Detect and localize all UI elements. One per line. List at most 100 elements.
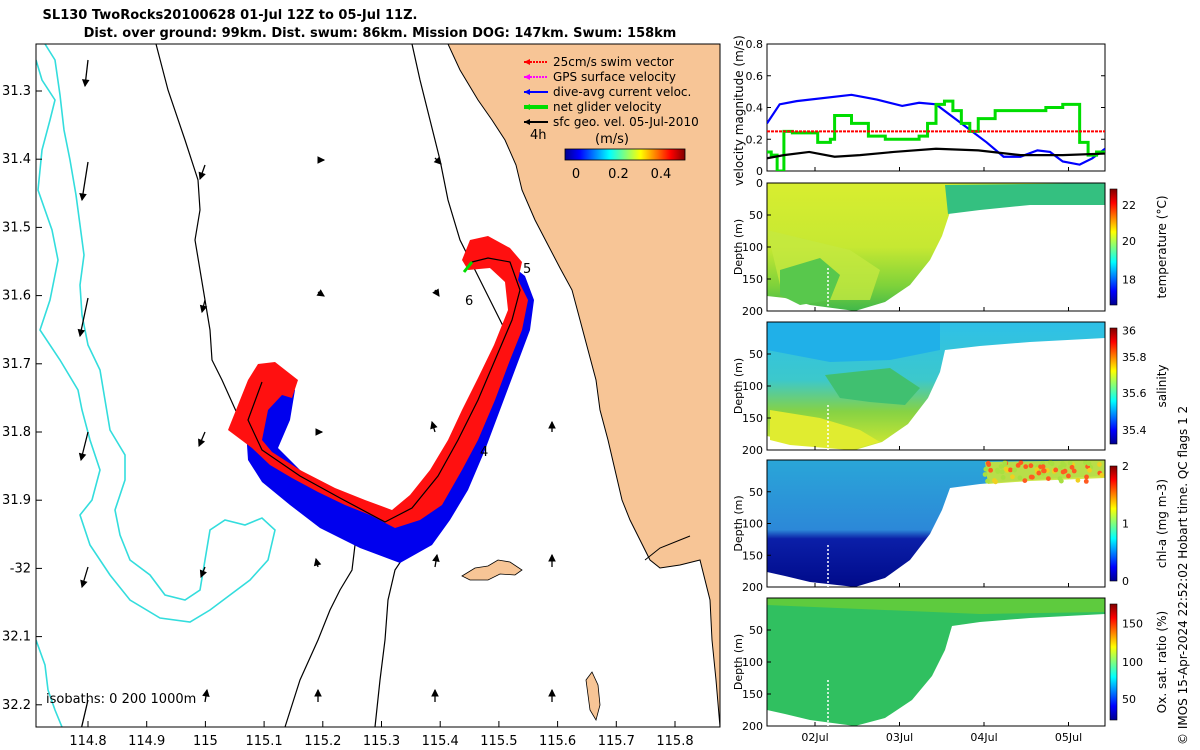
variable-colorbar (1109, 603, 1118, 721)
chla-sample-dot (1034, 467, 1040, 472)
geo-velocity-arrowhead (316, 289, 325, 297)
geo-velocity-arrow (80, 699, 89, 727)
map-xtick-label: 115 (193, 734, 218, 749)
legend-arrowhead (524, 89, 530, 95)
map-xtick-label: 115.4 (422, 734, 459, 749)
map-ytick-label: 31.4 (2, 152, 31, 167)
depth-axis-label: Depth (m) (732, 358, 745, 414)
series-line (767, 147, 1105, 160)
map-xtick-label: 115.5 (480, 734, 517, 749)
depth-tick-label: 150 (742, 273, 763, 286)
depth-tick-label: 200 (742, 720, 763, 733)
chla-sample-dot (1053, 467, 1059, 473)
geo-velocity-arrowhead (432, 288, 440, 297)
geo-velocity-arrowhead (314, 688, 322, 697)
map-xtick-label: 115.7 (598, 734, 635, 749)
chla-sample-dot (998, 464, 1004, 469)
chla-sample-dot (1067, 460, 1073, 466)
geo-velocity-arrowhead (80, 579, 88, 589)
legend-arrowhead (524, 119, 530, 125)
colorbar-tick-label: 0 (1122, 575, 1129, 588)
geo-velocity-arrowhead (430, 420, 438, 430)
oxygen-panel (766, 597, 1106, 727)
variable-colorbar (1109, 327, 1118, 445)
chla-sample-dot (993, 479, 998, 485)
chla-field (767, 460, 1105, 587)
isobath-near-shore (644, 535, 691, 561)
chla-sample-dot (1003, 466, 1009, 472)
velocity-ylabel: velocity magnitude (m/s) (732, 35, 746, 186)
geo-velocity-arrowhead (198, 171, 206, 181)
glider-start-marker (462, 261, 474, 273)
geo-velocity-arrowhead (81, 79, 90, 88)
velocity-panel: 0 0.2 0.4 0.6 0.8 (746, 38, 1106, 178)
colorbar-label: Ox. sat. ratio (%) (1155, 611, 1169, 713)
chla-sample-dot (1036, 470, 1042, 476)
geo-velocity-arrowhead (198, 438, 206, 448)
geo-velocity-arrowhead (431, 688, 439, 697)
salinity-panel (766, 321, 1106, 451)
colorbar-tick-label: 100 (1122, 656, 1143, 669)
chla-sample-dot (1066, 473, 1071, 479)
depth-tick-label: 50 (749, 348, 763, 361)
colorbar-label: salinity (1155, 364, 1169, 407)
depth-tick-label: 200 (742, 305, 763, 318)
chla-sample-dot (994, 467, 1000, 473)
map-ytick-label: 32.1 (2, 630, 31, 645)
chla-sample-dot (1058, 464, 1063, 470)
depth-tick-label: 100 (742, 380, 763, 393)
glider-track-map: 4 5 6 4h isobaths: 0 200 1000m 114.8 114.… (2, 43, 721, 749)
chla-sample-dot (1023, 464, 1029, 470)
colorbar-tick-label: 36 (1122, 324, 1136, 337)
map-xtick-label: 115.1 (245, 734, 282, 749)
salinity-mid-green (825, 368, 920, 405)
chla-sample-dot (1083, 460, 1088, 465)
chla-panel (766, 459, 1106, 588)
time-mark-4h: 4h (530, 128, 547, 143)
day-label-5: 5 (523, 262, 531, 277)
geo-velocity-arrowhead (432, 553, 440, 563)
cyan-contour-lower (36, 639, 63, 727)
colorbar-tick-label: 2 (1122, 460, 1129, 473)
colorbar-unit: (m/s) (595, 132, 629, 147)
map-ytick-label: 31.7 (2, 357, 31, 372)
chla-sample-dot (1028, 474, 1034, 480)
chla-sample-dot (1049, 461, 1055, 467)
velocity-ytick-label: 0.6 (746, 70, 764, 83)
temperature-panel (766, 182, 1106, 312)
chla-sample-dot (1069, 464, 1075, 470)
temperature-deep-green (780, 258, 840, 305)
depth-axis-label: Depth (m) (732, 495, 745, 551)
depth-tick-label: 100 (742, 241, 763, 254)
chla-sample-dot (1075, 477, 1081, 483)
land-mass (448, 44, 720, 727)
chla-sample-dot (1087, 467, 1092, 473)
geo-velocity-arrowhead (77, 328, 86, 338)
chla-sample-dot (982, 472, 988, 477)
cyan-contour (36, 44, 276, 623)
depth-axis-label: Depth (m) (732, 634, 745, 690)
time-tick-label: 05Jul (1055, 731, 1082, 744)
island-garden (585, 671, 601, 722)
depth-tick-label: 200 (742, 581, 763, 594)
chla-sample-dot (1084, 474, 1089, 480)
chla-sample-dot (1028, 463, 1034, 469)
chla-sample-dot (985, 478, 990, 484)
page-subtitle: Dist. over ground: 99km. Dist. swum: 86k… (83, 26, 677, 41)
map-xtick-label: 115.3 (363, 734, 400, 749)
oxygen-field (767, 598, 1105, 726)
speed-colorbar (564, 148, 686, 161)
imos-credit: © IMOS 15-Apr-2024 22:52:02 Hobart time.… (1176, 405, 1190, 745)
depth-tick-label: 200 (742, 444, 763, 457)
day-label-6: 6 (465, 294, 473, 309)
chla-sample-dot (1097, 462, 1102, 467)
depth-tick-label: 50 (749, 486, 763, 499)
colorbar-tick-label: 0.4 (651, 167, 672, 182)
swim-vector-band (228, 236, 528, 528)
temperature-cool-surface (945, 183, 1105, 214)
chla-sample-dot (1018, 460, 1024, 465)
chla-sample-dot (1017, 475, 1023, 481)
chla-sample-dot (1057, 476, 1063, 481)
colorbar-tick-label: 35.4 (1122, 424, 1147, 437)
